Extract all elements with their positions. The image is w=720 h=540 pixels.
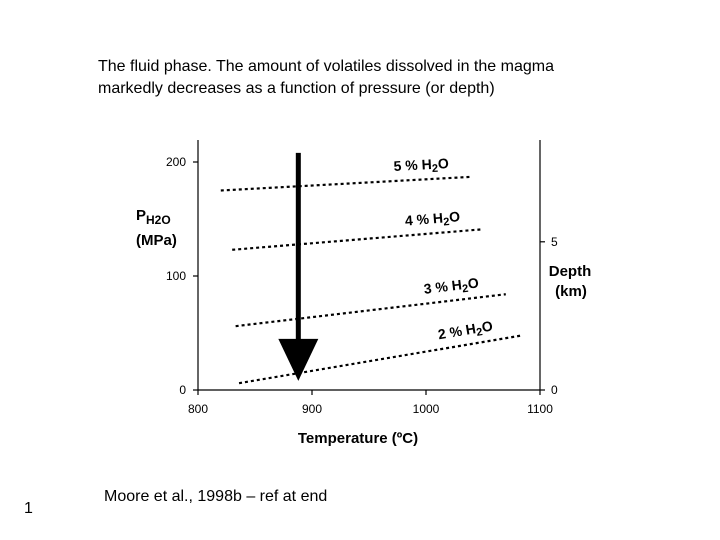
y-axis-label-right: Depth <box>549 263 592 280</box>
slide-caption: The fluid phase. The amount of volatiles… <box>98 56 658 100</box>
y-tick-label-0: 0 <box>179 383 186 397</box>
y-tick-label-200: 200 <box>166 155 186 169</box>
y-axis-unit-left: (MPa) <box>136 232 177 249</box>
chart-axes <box>197 140 541 391</box>
isopleth-label-4: 2 % H2O <box>437 317 495 345</box>
x-axis-label: Temperature (ºC) <box>298 430 418 447</box>
citation-text: Moore et al., 1998b – ref at end <box>104 488 328 505</box>
depth-tick-label-0: 0 <box>551 383 558 397</box>
axis-ticks: 800 900 1000 1100 0 100 200 0 5 <box>166 155 558 416</box>
isopleth-label-1: 5 % H2O <box>393 155 449 177</box>
depth-tick-label-5: 5 <box>551 235 558 249</box>
series-lines: 5 % H2O 4 % H2O 3 % H2O 2 % H2O <box>220 155 524 385</box>
x-tick-label-1100: 1100 <box>527 402 553 416</box>
arrow-head <box>278 338 319 381</box>
isopleth-line-1 <box>220 175 472 192</box>
slide-number: 1 <box>24 500 33 517</box>
y-axis-label-left: PH2O <box>136 207 171 227</box>
caption-line-2: markedly decreases as a function of pres… <box>98 80 495 97</box>
x-tick-label-1000: 1000 <box>413 402 440 416</box>
x-tick-label-900: 900 <box>302 402 322 416</box>
isopleth-line-2 <box>232 228 484 251</box>
x-tick-label-800: 800 <box>188 402 208 416</box>
y-tick-label-100: 100 <box>166 269 186 283</box>
isopleth-label-2: 4 % H2O <box>404 208 461 231</box>
caption-line-1: The fluid phase. The amount of volatiles… <box>98 58 554 75</box>
isopleth-label-3: 3 % H2O <box>423 274 480 299</box>
depth-arrow <box>278 152 319 381</box>
y-axis-unit-right: (km) <box>555 283 587 300</box>
